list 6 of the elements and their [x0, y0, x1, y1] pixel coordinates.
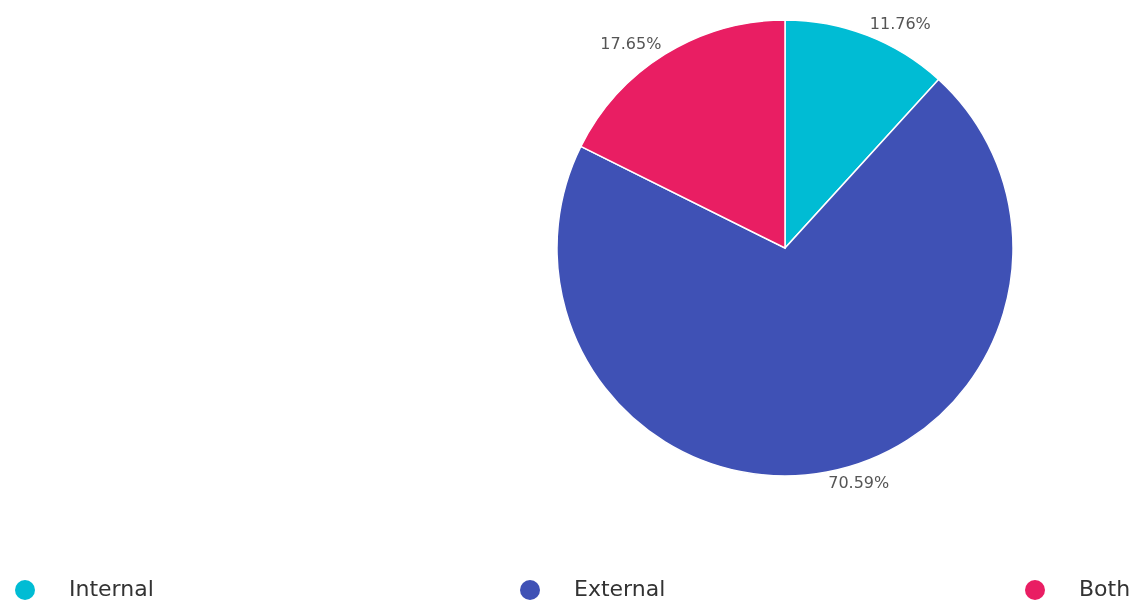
legend-label: Both	[1079, 576, 1131, 601]
legend-label: External	[574, 576, 666, 601]
data-label: 11.76%	[869, 14, 931, 34]
legend-label: Internal	[69, 576, 154, 601]
data-label: 17.65%	[600, 33, 662, 53]
data-label: 70.59%	[828, 472, 890, 492]
